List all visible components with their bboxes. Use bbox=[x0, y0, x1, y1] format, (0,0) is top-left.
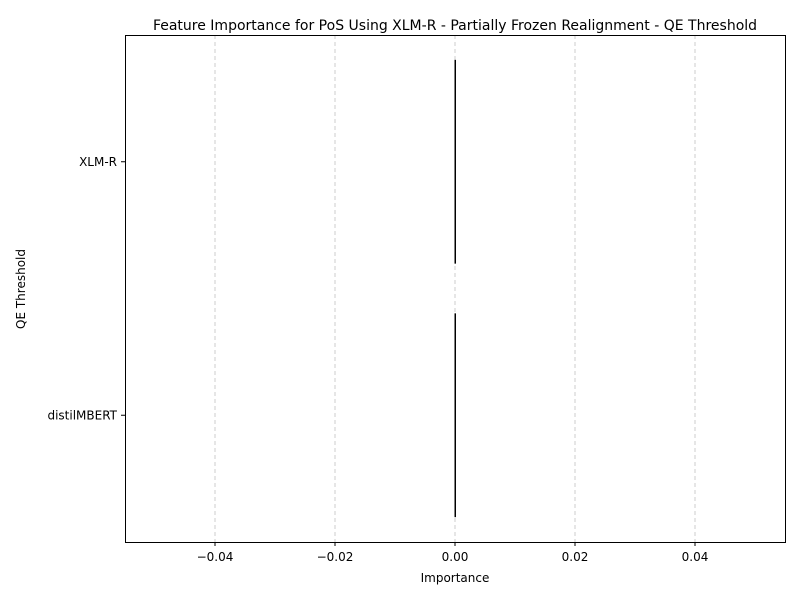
x-tick-label: −0.02 bbox=[317, 550, 354, 564]
bar bbox=[454, 313, 456, 518]
bars bbox=[454, 59, 456, 518]
x-tick-label: −0.04 bbox=[197, 550, 234, 564]
x-tick-label: 0.02 bbox=[562, 550, 589, 564]
x-axis-ticks: −0.04 −0.02 0.00 0.02 0.04 bbox=[197, 542, 709, 564]
y-axis-ticks: XLM-R distilMBERT bbox=[47, 155, 125, 422]
bar bbox=[454, 59, 456, 264]
y-tick-label: distilMBERT bbox=[47, 408, 117, 422]
y-tick-label: XLM-R bbox=[79, 155, 117, 169]
y-axis-label: QE Threshold bbox=[14, 249, 28, 329]
chart-title: Feature Importance for PoS Using XLM-R -… bbox=[153, 18, 757, 34]
x-tick-label: 0.00 bbox=[442, 550, 469, 564]
x-tick-label: 0.04 bbox=[682, 550, 709, 564]
x-axis-label: Importance bbox=[421, 571, 490, 585]
